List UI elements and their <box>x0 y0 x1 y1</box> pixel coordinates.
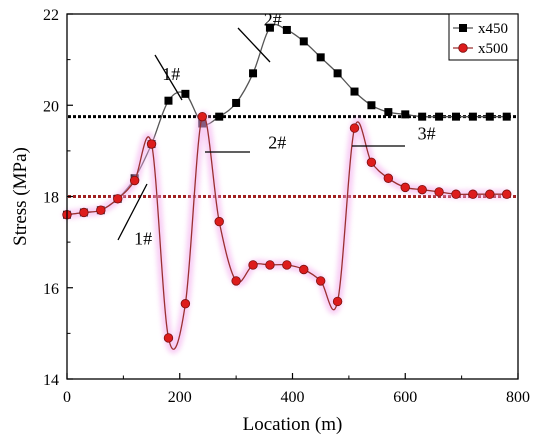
point-x500-300 <box>231 276 241 286</box>
point-x500-780 <box>502 189 512 199</box>
annotation-leader-1 <box>237 27 271 63</box>
point-x500-390 <box>282 260 292 270</box>
series-x500-highlight <box>62 110 512 354</box>
point-x500-420 <box>299 264 309 275</box>
annotation-leader-0 <box>154 54 183 101</box>
point-x500-330 <box>248 260 258 270</box>
legend-box <box>448 13 519 61</box>
annotation-leader-4 <box>117 183 148 241</box>
point-x450-270 <box>215 112 224 121</box>
point-x450-600 <box>401 110 410 119</box>
annotation-label-2: 2# <box>268 133 286 153</box>
x-axis-title: Location (m) <box>243 414 343 435</box>
point-x450-450 <box>316 53 325 62</box>
y-tick-label-20: 20 <box>43 98 59 115</box>
point-x450-570 <box>384 108 393 117</box>
point-x500-690 <box>451 189 461 199</box>
point-x500-270 <box>214 216 224 227</box>
point-x500-210 <box>180 299 191 309</box>
point-x500-660 <box>434 187 444 197</box>
point-x500-90 <box>113 194 123 204</box>
point-x500-540 <box>366 157 377 167</box>
x-tick-label-0: 0 <box>63 389 71 406</box>
legend: x450 x500 <box>448 13 519 61</box>
point-x450-510 <box>350 87 359 96</box>
point-x500-60 <box>96 205 106 215</box>
legend-label-x500: x500 <box>478 41 508 57</box>
point-x450-780 <box>502 112 511 121</box>
point-x500-180 <box>163 333 174 343</box>
point-x500-750 <box>485 189 495 199</box>
point-x450-690 <box>451 112 460 121</box>
x-tick-label-400: 400 <box>281 389 305 406</box>
point-x500-360 <box>265 260 275 270</box>
point-x450-180 <box>164 96 173 105</box>
annotation-label-3: 3# <box>418 123 436 143</box>
point-x450-660 <box>435 112 444 121</box>
x-tick-label-200: 200 <box>168 389 192 406</box>
point-x450-750 <box>485 112 494 121</box>
annotation-label-4: 1# <box>134 228 152 248</box>
point-x500-480 <box>332 296 343 307</box>
legend-marker-x500 <box>458 43 468 53</box>
ticks-layer: 0 200 400 600 800 14 16 18 20 22 <box>43 7 530 406</box>
point-x500-240 <box>197 111 208 122</box>
y-tick-label-16: 16 <box>43 281 59 298</box>
point-x500-570 <box>383 173 394 183</box>
point-x500-150 <box>146 139 157 149</box>
x-tick-label-600: 600 <box>393 389 417 406</box>
y-tick-label-18: 18 <box>43 190 59 207</box>
point-x450-210 <box>181 89 190 98</box>
point-x450-300 <box>232 98 241 107</box>
point-x450-360 <box>265 23 274 32</box>
point-x450-420 <box>299 37 308 46</box>
point-x500-510 <box>349 123 360 133</box>
annotation-label-1: 2# <box>264 9 282 29</box>
annotations-layer: 1# 2# 2# 3# 1# <box>117 9 436 248</box>
legend-label-x450: x450 <box>478 21 508 37</box>
legend-marker-x450 <box>459 24 467 32</box>
series-x500-line <box>66 114 507 350</box>
point-x500-30 <box>79 207 89 218</box>
point-x500-630 <box>417 184 427 195</box>
y-tick-label-14: 14 <box>43 372 59 389</box>
y-axis-title: Stress (MPa) <box>10 147 31 246</box>
point-x500-600 <box>400 182 410 193</box>
series-x500 <box>62 110 512 354</box>
y-tick-label-22: 22 <box>43 7 59 24</box>
point-x450-390 <box>282 25 291 34</box>
point-x500-120 <box>129 175 140 186</box>
x-tick-label-800: 800 <box>506 389 530 406</box>
point-x450-330 <box>249 69 258 78</box>
series-layer <box>62 23 512 354</box>
point-x450-480 <box>333 69 342 78</box>
point-x500-720 <box>468 189 478 199</box>
point-x450-630 <box>418 112 427 121</box>
annotation-label-0: 1# <box>162 64 180 84</box>
point-x500-450 <box>315 276 326 286</box>
point-x450-540 <box>367 101 376 110</box>
point-x450-720 <box>468 112 477 121</box>
